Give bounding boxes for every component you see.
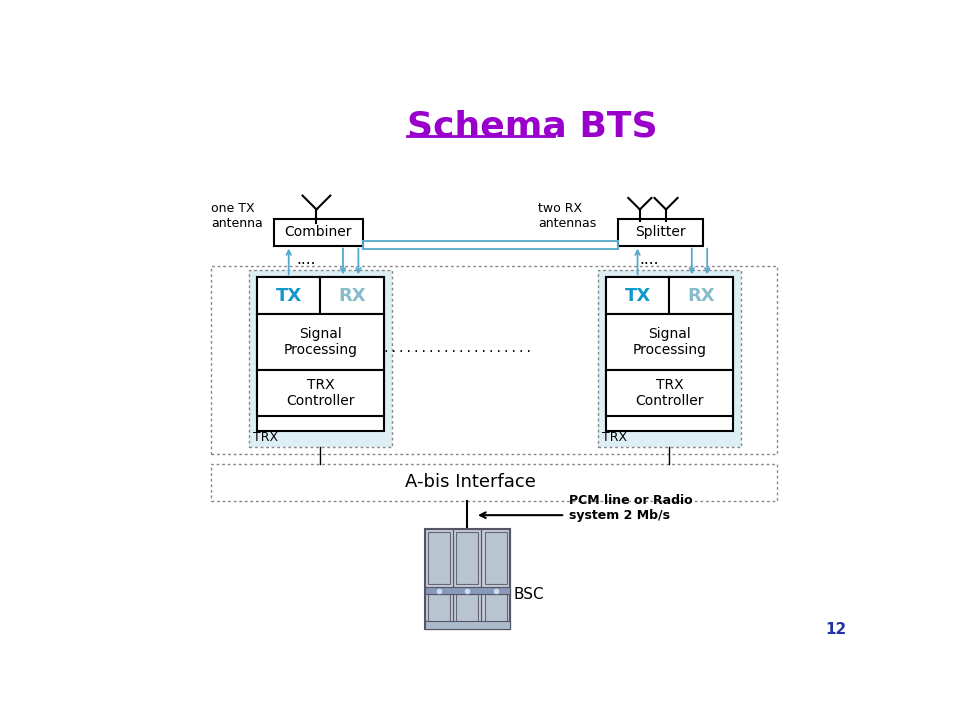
Text: ....: .... [639,252,659,267]
Bar [598,270,741,446]
Text: 12: 12 [825,623,846,638]
Bar [257,278,384,431]
Bar [425,529,510,629]
Text: BSC: BSC [514,587,544,602]
Text: TRX: TRX [602,431,627,444]
Bar [250,270,392,446]
Text: Splitter: Splitter [636,225,686,239]
Bar [321,278,384,314]
Bar [425,621,510,629]
Text: two RX
antennas: two RX antennas [539,201,596,229]
Text: Combiner: Combiner [284,225,352,239]
Bar [482,529,510,629]
Text: PCM line or Radio
system 2 Mb/s: PCM line or Radio system 2 Mb/s [569,494,692,522]
Text: A-bis Interface: A-bis Interface [405,473,537,491]
Text: ....: .... [297,252,316,267]
Text: TRX
Controller: TRX Controller [286,377,355,408]
Text: TRX
Controller: TRX Controller [636,377,704,408]
Bar [606,278,669,314]
Bar [485,594,507,624]
Text: TRX: TRX [253,431,278,444]
Text: Schema BTS: Schema BTS [407,109,658,143]
Text: RX: RX [339,287,366,305]
Bar [485,532,507,584]
Bar [211,266,777,454]
Text: TX: TX [276,287,301,305]
Text: Signal
Processing: Signal Processing [633,327,707,357]
Bar [428,532,450,584]
Bar [275,219,363,246]
Text: Signal
Processing: Signal Processing [283,327,358,357]
Bar [428,594,450,624]
Bar [456,594,478,624]
Bar [669,278,733,314]
Bar [257,278,321,314]
Bar [456,532,478,584]
Bar [606,314,733,370]
Bar [211,464,777,500]
Bar [250,270,392,446]
Bar [606,278,733,431]
Bar [598,270,741,446]
Text: one TX
antenna: one TX antenna [211,201,263,229]
Bar [453,529,482,629]
Bar [606,370,733,416]
Text: RX: RX [687,287,715,305]
Bar [257,370,384,416]
Bar [257,314,384,370]
Text: TX: TX [624,287,651,305]
Bar [211,266,777,454]
Bar [425,587,510,594]
Bar [618,219,703,246]
Bar [425,529,453,629]
Text: .....................: ..................... [374,342,532,354]
